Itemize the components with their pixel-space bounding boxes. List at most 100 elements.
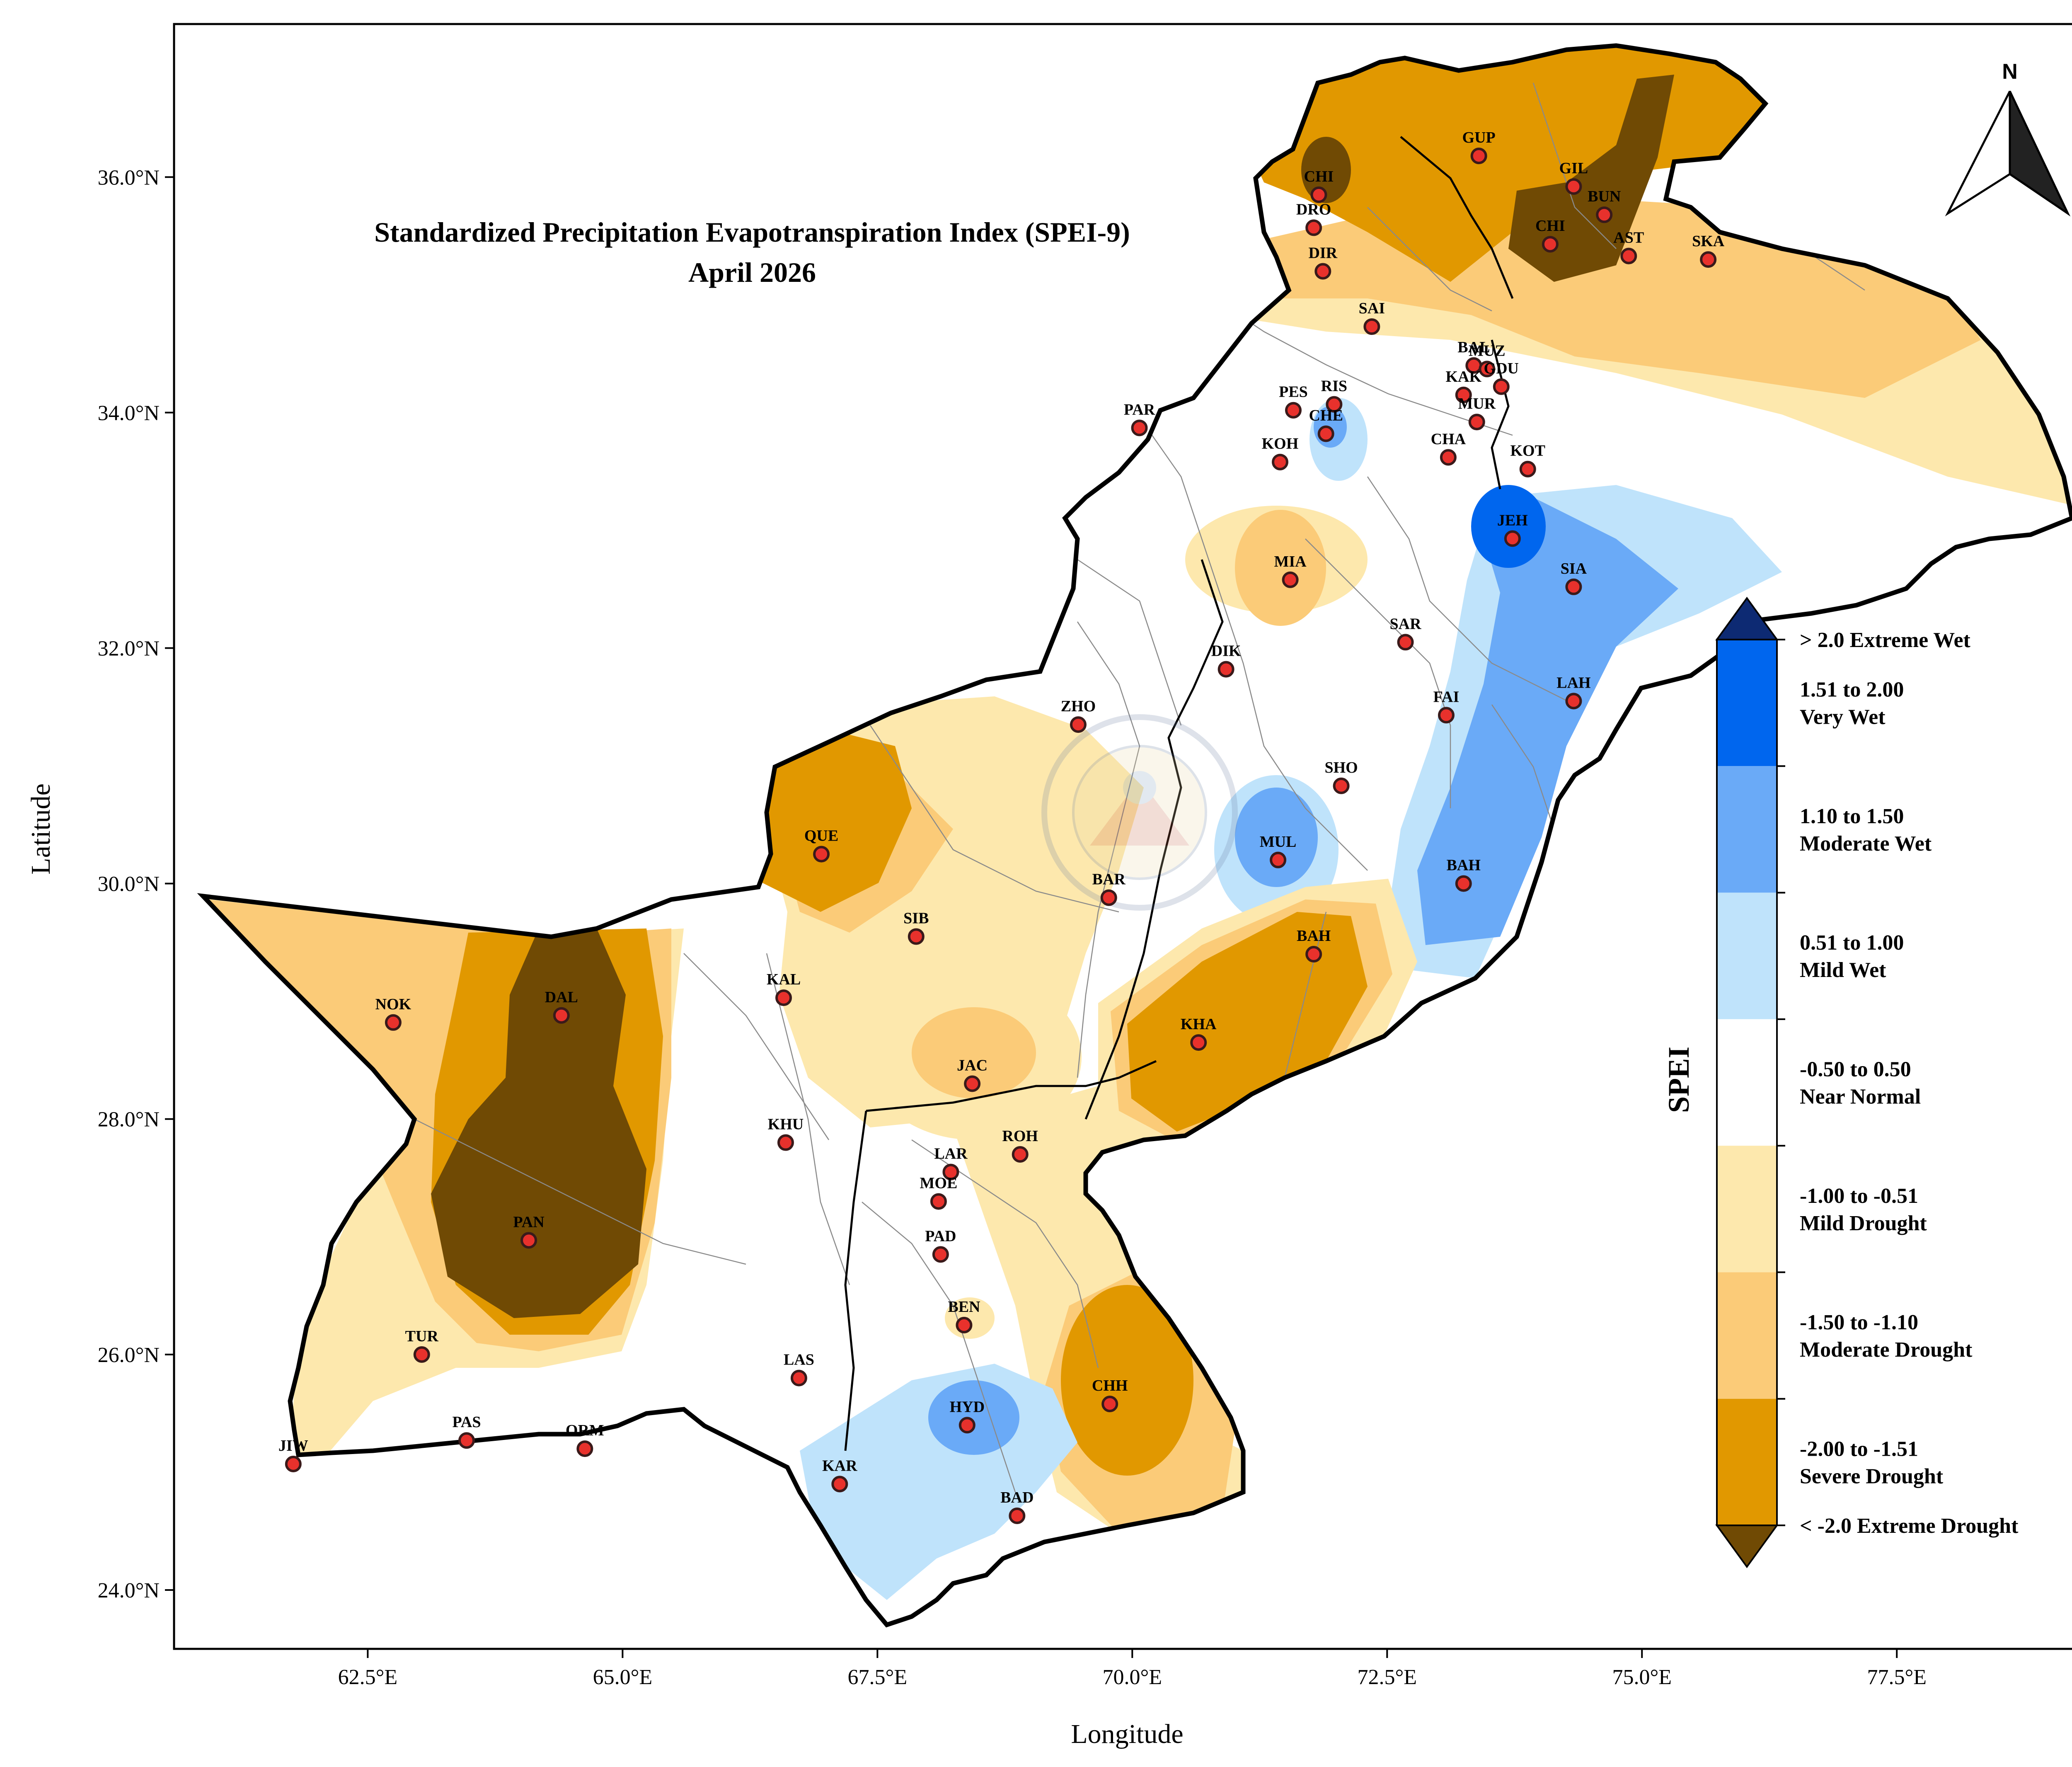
station-lah: LAH (1556, 674, 1591, 710)
legend-label: > 2.0 Extreme Wet (1800, 628, 1971, 652)
station-marker (1455, 386, 1472, 403)
x-tick-label: 65.0°E (593, 1665, 653, 1689)
legend-swatch (1717, 766, 1777, 893)
station-label: PAN (513, 1213, 544, 1231)
station-tur: TUR (405, 1328, 439, 1363)
station-marker (1333, 777, 1350, 794)
station-marker (1305, 219, 1322, 236)
station-label: LAH (1556, 674, 1590, 691)
station-label: PES (1279, 383, 1308, 401)
y-tick-label: 28.0°N (98, 1108, 160, 1132)
station-marker (1314, 263, 1331, 280)
station-marker (831, 1476, 848, 1493)
station-marker (930, 1193, 947, 1210)
very-wet-jeh (1471, 485, 1546, 568)
station-label: SHO (1324, 759, 1358, 776)
station-koh: KOH (1262, 435, 1299, 470)
extreme-drought-gb (1508, 75, 1674, 282)
x-tick-label: 72.5°E (1357, 1665, 1417, 1689)
station-label: SAI (1359, 300, 1385, 317)
station-kal: KAL (767, 971, 801, 1006)
station-label: RIS (1321, 378, 1347, 395)
station-sai: SAI (1359, 300, 1385, 335)
station-lar: LAR (934, 1145, 968, 1180)
station-label: KAL (767, 971, 801, 988)
station-mul: MUL (1260, 833, 1296, 868)
legend-label: -0.50 to 0.50 (1800, 1058, 1911, 1081)
station-label: HYD (950, 1398, 985, 1416)
station-marker (1470, 148, 1487, 165)
station-label: CHI (1535, 217, 1565, 235)
station-marker (1565, 578, 1582, 595)
legend-label: Very Wet (1800, 705, 1886, 729)
station-label: JEH (1497, 511, 1528, 529)
station-label: KHA (1181, 1016, 1217, 1033)
x-tick-label: 62.5°E (338, 1665, 398, 1689)
extreme-drought-pan (431, 928, 646, 1318)
moderate-drought-jac (912, 1007, 1036, 1098)
station-bah: BAH (1447, 857, 1481, 892)
station-zho: ZHO (1061, 698, 1096, 733)
station-label: KAR (822, 1457, 857, 1474)
station-label: KHU (768, 1116, 804, 1133)
station-marker (1596, 206, 1613, 223)
station-marker (1317, 425, 1334, 442)
station-chi: CHI (1304, 168, 1334, 203)
station-label: DIK (1211, 642, 1241, 660)
station-label: SKA (1692, 233, 1725, 250)
station-marker (1131, 419, 1148, 436)
station-marker (1190, 1034, 1207, 1051)
north-label: N (2002, 60, 2018, 84)
station-jiw: JIW (278, 1437, 308, 1473)
district-boundaries (414, 82, 1865, 1493)
y-tick-label: 30.0°N (98, 873, 160, 896)
station-label: AST (1613, 229, 1644, 247)
station-label: LAR (934, 1145, 968, 1163)
map-subtitle: April 2026 (688, 257, 816, 288)
station-chi: CHI (1535, 217, 1565, 253)
legend-label: Near Normal (1800, 1085, 1921, 1109)
station-label: BAH (1447, 857, 1481, 874)
station-label: PAD (925, 1227, 956, 1245)
station-marker (553, 1007, 570, 1024)
station-hyd: HYD (950, 1398, 985, 1434)
station-pas: PAS (453, 1413, 481, 1449)
station-gil: GIL (1559, 160, 1588, 195)
station-label: KOH (1262, 435, 1299, 453)
station-marker (932, 1246, 949, 1263)
station-label: SIB (903, 909, 929, 927)
moderate-drought-mia (1235, 510, 1326, 626)
station-label: CHA (1431, 430, 1466, 448)
legend-label: 1.10 to 1.50 (1800, 805, 1904, 828)
station-marker (1438, 707, 1455, 724)
station-marker (1620, 247, 1637, 264)
station-label: SIA (1561, 560, 1587, 577)
station-marker (956, 1316, 973, 1333)
station-sib: SIB (903, 909, 929, 945)
station-label: NOK (375, 996, 411, 1013)
pmd-watermark-logo (1041, 714, 1238, 911)
station-marker (1270, 851, 1287, 868)
station-label: BEN (948, 1298, 980, 1316)
station-label: LAS (784, 1351, 814, 1369)
station-marker (1009, 1508, 1026, 1525)
severe-drought-bah (1127, 912, 1368, 1132)
station-label: GUP (1462, 129, 1496, 146)
legend-swatch (1717, 1272, 1777, 1399)
station-pes: PES (1279, 383, 1308, 419)
station-mia: MIA (1274, 553, 1307, 588)
station-marker (576, 1440, 593, 1457)
y-tick-label: 26.0°N (98, 1343, 160, 1367)
spei-legend: > 2.0 Extreme Wet 1.51 to 2.00 Very Wet 1.1… (1715, 596, 2019, 1568)
legend-label: 1.51 to 2.00 (1800, 678, 1904, 702)
station-che: CHE (1309, 407, 1343, 442)
station-label: CHE (1309, 407, 1343, 424)
station-marker (385, 1014, 402, 1031)
station-label: GDU (1484, 360, 1519, 377)
map-title: Standardized Precipitation Evapotranspir… (374, 216, 1130, 248)
station-marker (1271, 453, 1288, 470)
legend-swatch (1717, 1019, 1777, 1146)
station-label: TUR (405, 1328, 439, 1345)
legend-swatch (1717, 1146, 1777, 1273)
station-fai: FAI (1433, 688, 1459, 724)
